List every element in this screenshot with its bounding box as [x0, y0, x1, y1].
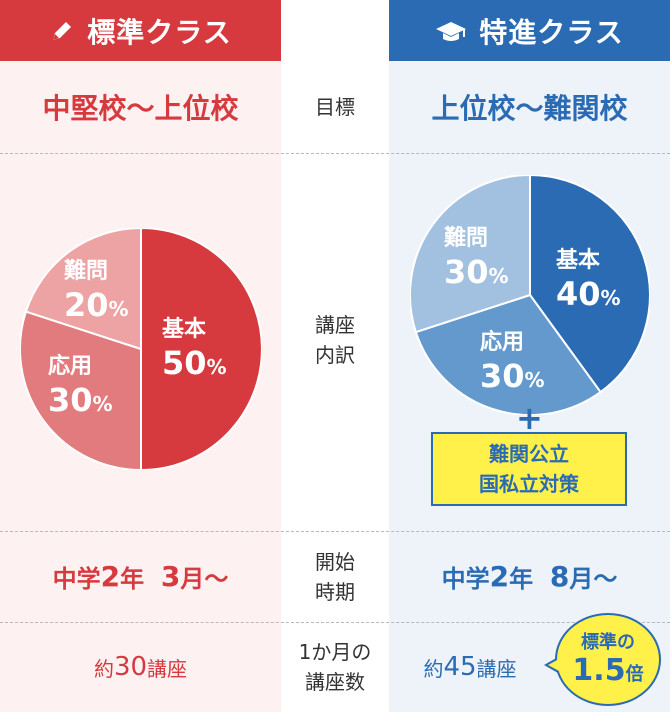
special-start-e: 月〜: [569, 565, 618, 593]
content-label-line2: 内訳: [315, 343, 355, 367]
count-label-line1: 1か月の: [298, 640, 372, 664]
row-divider: [0, 153, 670, 154]
standard-start-a: 中学: [52, 565, 101, 593]
count-label-line2: 講座数: [305, 670, 365, 694]
special-start-a: 中学: [441, 565, 490, 593]
row-divider: [0, 531, 670, 532]
ratio-badge-num: 1.5: [572, 652, 626, 688]
special-header: 特進クラス: [389, 0, 670, 61]
special-count-b: 講座: [476, 656, 517, 681]
standard-start-c: 年: [120, 565, 145, 593]
standard-count-num: 30: [113, 652, 148, 682]
start-label-line2: 時期: [315, 579, 355, 604]
start-label: 開始 時期: [281, 531, 389, 622]
standard-count-b: 講座: [147, 656, 188, 681]
special-start-c: 年: [509, 565, 534, 593]
ratio-badge-value: 1.5倍: [572, 652, 644, 692]
standard-count: 約 30 講座: [0, 622, 281, 712]
standard-header-label: 標準クラス: [87, 15, 232, 49]
special-pie-slice-label-2: 難問: [444, 225, 488, 251]
standard-start-e: 月〜: [180, 565, 229, 593]
ratio-badge: 標準の 1.5倍: [555, 613, 661, 706]
extra-course-note: 難関公立 国私立対策: [431, 432, 627, 506]
special-count-num: 45: [443, 652, 477, 682]
count-label: 1か月の 講座数: [281, 622, 389, 712]
special-count-a: 約: [423, 656, 444, 681]
special-pie-slice-2: [410, 175, 531, 334]
standard-count-a: 約: [93, 656, 114, 681]
plus-icon: +: [516, 399, 543, 437]
extra-course-line1: 難関公立: [489, 442, 569, 466]
extra-course-line2: 国私立対策: [479, 472, 579, 496]
label-column: [281, 0, 389, 712]
special-pie-slice-0: [529, 175, 650, 394]
badge-tail-inner: [548, 659, 559, 671]
content-label-line1: 講座: [315, 313, 355, 337]
standard-start-month: 3: [160, 560, 181, 593]
special-pie-slice-1: [414, 293, 602, 415]
standard-pie-slice-value-2: 20%: [64, 286, 129, 324]
standard-pie-slice-0: [140, 228, 262, 470]
standard-pie-slice-2: [24, 228, 142, 351]
standard-start-grade: 2: [100, 560, 121, 593]
content-label: 講座 内訳: [281, 300, 389, 380]
standard-start: 中学 2 年 3 月〜: [0, 531, 281, 622]
special-pie-slice-label-1: 応用: [480, 329, 524, 355]
start-label-line1: 開始: [315, 549, 355, 574]
special-target: 上位校〜難関校: [431, 92, 628, 125]
special-header-label: 特進クラス: [479, 15, 624, 49]
special-start-month: 8: [549, 560, 570, 593]
special-start: 中学 2 年 8 月〜: [389, 531, 670, 622]
standard-pie-slice-1: [20, 310, 142, 470]
graduation-cap-icon: [436, 21, 467, 41]
standard-pie-slice-label-2: 難問: [64, 258, 108, 284]
target-label: 目標: [315, 95, 355, 119]
pencil-icon: [53, 21, 72, 40]
row-divider: [0, 622, 670, 623]
standard-pie-slice-label-1: 応用: [48, 353, 92, 379]
special-pie-slice-label-0: 基本: [556, 248, 600, 273]
standard-pie-slice-label-0: 基本: [162, 317, 206, 342]
special-start-grade: 2: [489, 560, 510, 593]
standard-header: 標準クラス: [0, 0, 281, 61]
ratio-badge-line1: 標準の: [581, 631, 635, 653]
special-count: 約 45 講座: [400, 622, 540, 712]
ratio-badge-unit: 倍: [625, 663, 644, 685]
standard-target: 中堅校〜上位校: [42, 92, 239, 125]
